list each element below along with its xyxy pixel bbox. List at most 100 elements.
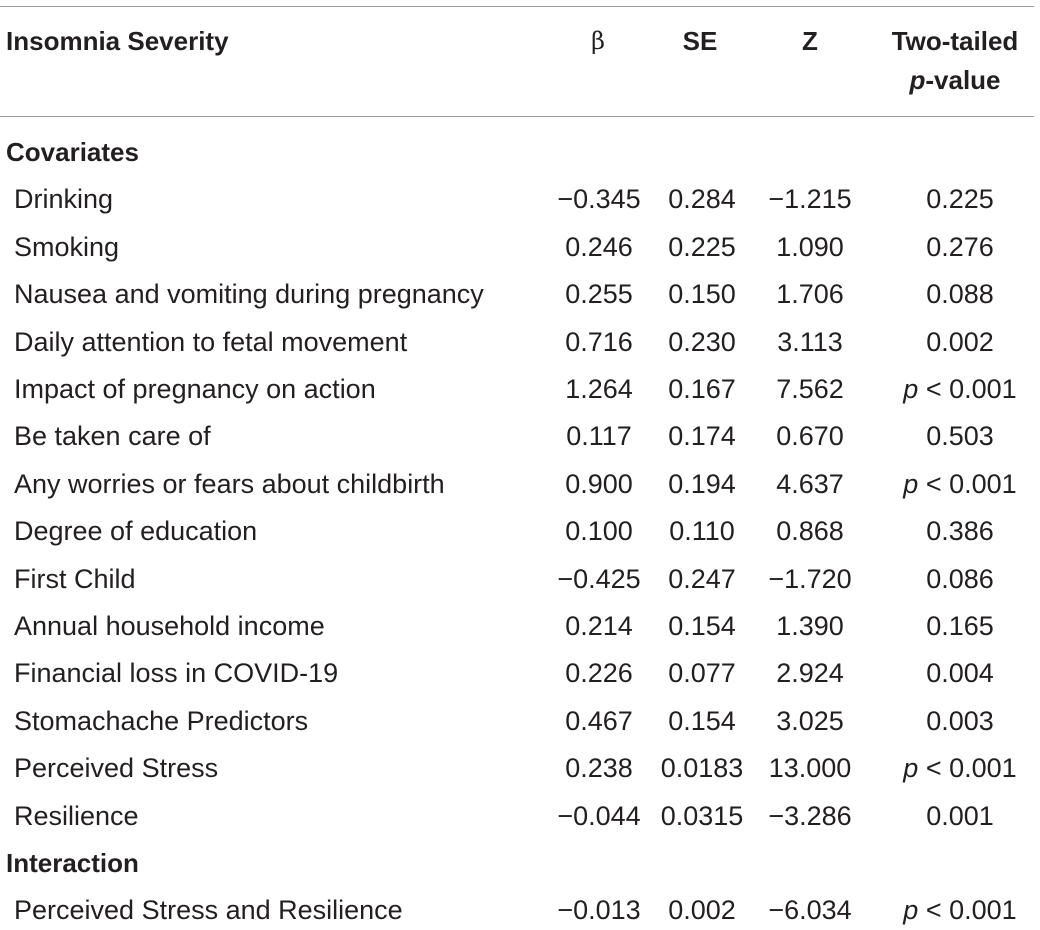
cell-beta: 0.214 [565, 611, 633, 641]
cell-beta: 0.238 [565, 753, 633, 784]
header-label: Insomnia Severity [6, 26, 229, 56]
p-value-text: 0.001 [926, 800, 994, 831]
cell-beta: −0.425 [557, 563, 641, 594]
cell-se: 0.110 [669, 516, 735, 547]
row-label: Drinking [14, 184, 114, 215]
cell-se: 0.167 [668, 374, 736, 404]
cell-beta: 0.100 [565, 516, 633, 547]
p-value-text: < 0.001 [925, 753, 1017, 784]
row-label: Resilience [14, 800, 139, 831]
row-label: Nausea and vomiting during pregnancy [14, 279, 484, 310]
cell-z: 0.670 [776, 421, 844, 452]
p-value-text: 0.086 [926, 563, 994, 594]
p-value-text: 0.002 [926, 326, 994, 357]
cell-z: −1.215 [768, 184, 852, 215]
p-value-text: < 0.001 [925, 468, 1017, 499]
cell-p-value: 0.002 [880, 326, 1040, 358]
header-beta: β [591, 27, 605, 55]
p-symbol: p [903, 468, 919, 499]
cell-beta: −0.345 [557, 184, 641, 215]
cell-beta: 0.467 [565, 705, 633, 736]
cell-beta: 0.900 [565, 468, 633, 499]
cell-beta: 0.716 [565, 326, 633, 357]
cell-se: 0.0315 [660, 800, 744, 831]
top-rule [0, 6, 1034, 7]
p-value-text: 0.003 [926, 705, 994, 736]
cell-se: 0.150 [668, 279, 736, 310]
p-value-text: 0.088 [926, 279, 994, 310]
p-space [918, 895, 926, 925]
p-symbol: p [903, 895, 919, 926]
header-p-line1: Two-tailed [891, 26, 1019, 56]
header-se: SE [682, 26, 718, 56]
row-label: First Child [14, 563, 136, 594]
row-label: Annual household income [14, 611, 325, 641]
cell-beta: 0.246 [565, 231, 633, 262]
cell-se: 0.154 [668, 705, 736, 736]
cell-beta: 0.255 [565, 279, 633, 310]
cell-p-value: 0.386 [880, 515, 1040, 547]
row-label: Any worries or fears about childbirth [14, 468, 445, 499]
cell-p-value: p < 0.001 [880, 894, 1040, 926]
cell-p-value: 0.003 [880, 705, 1040, 737]
cell-p-value: 0.088 [880, 278, 1040, 310]
cell-p-value: p < 0.001 [880, 373, 1040, 405]
header-z: Z [802, 26, 818, 56]
cell-se: 0.230 [668, 326, 736, 357]
section-title: Covariates [6, 137, 139, 167]
header-rule [0, 116, 1034, 117]
cell-p-value: 0.086 [880, 563, 1040, 595]
cell-p-value: 0.225 [880, 183, 1040, 215]
cell-z: 2.924 [776, 658, 844, 689]
p-value-text: 0.165 [926, 611, 994, 641]
p-space [918, 374, 926, 404]
row-label: Stomachache Predictors [14, 705, 309, 736]
cell-se: 0.194 [668, 468, 736, 499]
header-p-rest: -value [925, 65, 1001, 95]
cell-z: 1.090 [776, 231, 844, 262]
cell-beta: 0.117 [566, 421, 632, 452]
cell-p-value: 0.503 [880, 420, 1040, 452]
cell-se: 0.0183 [660, 753, 744, 784]
row-label: Degree of education [14, 516, 258, 547]
cell-z: 4.637 [776, 468, 844, 499]
p-symbol: p [903, 374, 919, 404]
cell-z: −3.286 [768, 800, 852, 831]
p-value-text: 0.276 [926, 231, 994, 262]
p-value-text: 0.386 [926, 516, 994, 547]
cell-p-value: p < 0.001 [880, 752, 1040, 784]
p-value-text: < 0.001 [925, 895, 1017, 926]
cell-se: 0.225 [668, 231, 736, 262]
cell-beta: 1.264 [565, 374, 633, 404]
cell-z: 1.390 [776, 611, 844, 641]
cell-z: −6.034 [768, 895, 852, 926]
p-symbol: p [903, 753, 919, 784]
cell-se: 0.002 [668, 895, 736, 926]
cell-z: 0.868 [776, 516, 844, 547]
row-label: Financial loss in COVID-19 [14, 658, 339, 689]
row-label: Perceived Stress and Resilience [14, 895, 403, 926]
cell-se: 0.247 [668, 563, 736, 594]
cell-p-value: 0.004 [880, 657, 1040, 689]
cell-z: 13.000 [768, 753, 852, 784]
cell-se: 0.174 [668, 421, 736, 452]
cell-beta: −0.044 [557, 800, 641, 831]
row-label: Impact of pregnancy on action [14, 374, 376, 404]
cell-se: 0.284 [668, 184, 736, 215]
p-value-text: 0.004 [926, 658, 994, 689]
header-p-italic: p [909, 65, 926, 95]
cell-z: 7.562 [776, 374, 844, 404]
p-space [918, 469, 926, 499]
row-label: Perceived Stress [14, 753, 219, 784]
row-label: Be taken care of [14, 421, 211, 452]
cell-z: 3.025 [776, 705, 844, 736]
header-p-line2: p-value [870, 64, 1040, 96]
cell-se: 0.077 [668, 658, 736, 689]
section-title: Interaction [6, 848, 139, 878]
cell-z: 3.113 [777, 326, 843, 357]
cell-p-value: p < 0.001 [880, 468, 1040, 500]
row-label: Smoking [14, 231, 120, 262]
row-label: Daily attention to fetal movement [14, 326, 408, 357]
cell-p-value: 0.001 [880, 800, 1040, 832]
